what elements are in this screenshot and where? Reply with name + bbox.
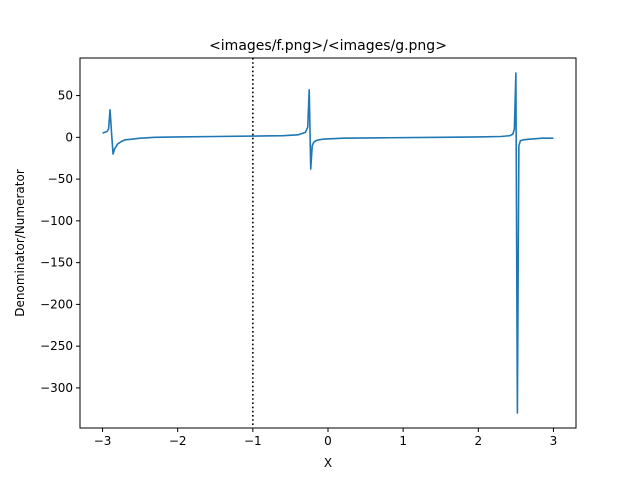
y-tick-label: 50: [58, 89, 73, 103]
x-axis-label: X: [324, 456, 332, 470]
y-tick-label: −300: [40, 381, 73, 395]
chart-title: <images/f.png>/<images/g.png>: [209, 38, 447, 54]
x-tick-label: 2: [474, 434, 482, 448]
y-tick-label: 0: [65, 130, 73, 144]
y-axis: 50 0 −50 −100 −150 −200 −250 −300: [40, 89, 80, 395]
x-tick-label: −2: [169, 434, 187, 448]
series-layer: [102, 72, 554, 414]
x-tick-label: 1: [399, 434, 407, 448]
y-tick-label: −250: [40, 339, 73, 353]
y-axis-label: Denominator/Numerator: [13, 169, 27, 317]
x-axis: −3 −2 −1 0 1 2 3: [94, 428, 558, 448]
x-tick-label: −1: [244, 434, 262, 448]
series-line-0: [102, 72, 554, 414]
y-tick-label: −100: [40, 214, 73, 228]
y-tick-label: −50: [48, 172, 73, 186]
y-tick-label: −150: [40, 256, 73, 270]
y-tick-label: −200: [40, 297, 73, 311]
x-tick-label: −3: [94, 434, 112, 448]
x-tick-label: 0: [324, 434, 332, 448]
x-tick-label: 3: [550, 434, 558, 448]
